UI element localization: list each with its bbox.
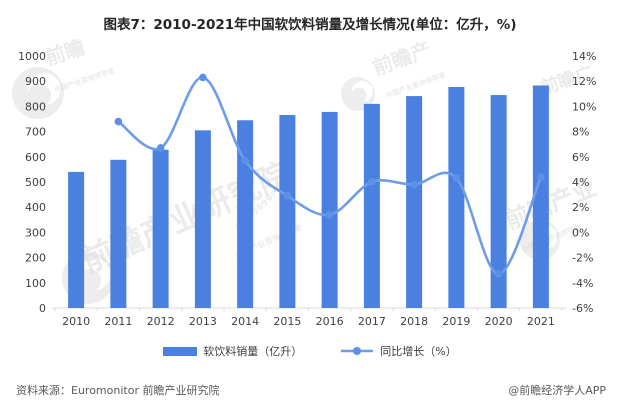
bar-2017 bbox=[363, 103, 380, 308]
x-axis-category-label: 2011 bbox=[104, 315, 132, 328]
x-axis-category-label: 2021 bbox=[527, 315, 555, 328]
right-axis-tick-label: -4% bbox=[572, 277, 593, 290]
growth-line-marker bbox=[452, 174, 461, 183]
left-axis-tick-label: 200 bbox=[25, 252, 46, 265]
right-axis-tick-label: 4% bbox=[572, 176, 589, 189]
right-axis-tick-label: 14% bbox=[572, 50, 596, 63]
growth-line-marker bbox=[156, 144, 165, 152]
x-axis-category-label: 2019 bbox=[442, 315, 470, 328]
brand-note: @前瞻经济学人APP bbox=[508, 384, 606, 397]
bar-2018 bbox=[406, 96, 423, 309]
legend-item-growth: 同比增长（%） bbox=[340, 343, 457, 359]
right-axis-tick-label: 10% bbox=[572, 100, 596, 113]
growth-line-marker bbox=[410, 180, 418, 189]
left-axis-tick-label: 300 bbox=[25, 226, 46, 239]
bar-2021 bbox=[532, 85, 549, 308]
data-source-note: 资料来源：Euromonitor 前瞻产业研究院 bbox=[16, 384, 220, 397]
left-axis-tick-label: 900 bbox=[25, 75, 46, 88]
left-axis-tick-label: 0 bbox=[39, 302, 46, 315]
growth-line-marker bbox=[368, 178, 376, 186]
x-axis-category-label: 2018 bbox=[400, 315, 428, 328]
bar-2015 bbox=[279, 114, 296, 308]
left-axis-tick-label: 600 bbox=[25, 151, 46, 164]
x-axis-category-label: 2012 bbox=[147, 315, 175, 328]
left-axis-tick-label: 800 bbox=[25, 100, 46, 113]
growth-line-marker bbox=[325, 210, 334, 219]
bar-2013 bbox=[194, 130, 211, 308]
left-axis-tick-label: 700 bbox=[25, 126, 46, 139]
x-axis-category-label: 2013 bbox=[189, 315, 217, 328]
bar-2019 bbox=[448, 86, 465, 308]
right-axis-tick-label: 8% bbox=[572, 126, 589, 139]
legend-label-growth: 同比增长（%） bbox=[380, 345, 457, 358]
x-axis-category-label: 2020 bbox=[485, 315, 513, 328]
bar-2016 bbox=[321, 111, 338, 308]
legend-label-sales: 软饮料销量（亿升） bbox=[203, 345, 303, 358]
right-axis-tick-label: 6% bbox=[572, 151, 589, 164]
x-axis-category-label: 2015 bbox=[273, 315, 301, 328]
x-axis-category-label: 2014 bbox=[231, 315, 259, 328]
line-series-swatch bbox=[341, 347, 374, 355]
bar-2012 bbox=[152, 149, 169, 308]
left-axis-tick-label: 400 bbox=[25, 201, 46, 214]
growth-line-marker bbox=[199, 73, 207, 82]
right-axis-tick-label: -6% bbox=[572, 302, 593, 315]
right-axis-tick-label: 0% bbox=[572, 226, 589, 239]
right-axis-tick-label: 2% bbox=[572, 201, 589, 214]
legend-item-sales: 软饮料销量（亿升） bbox=[163, 343, 302, 359]
growth-line-marker bbox=[494, 270, 503, 278]
bar-2010 bbox=[68, 171, 85, 308]
x-axis-category-label: 2010 bbox=[62, 315, 90, 328]
x-axis-category-label: 2017 bbox=[358, 315, 386, 328]
x-axis-category-label: 2016 bbox=[316, 315, 344, 328]
right-axis-tick-label: -2% bbox=[572, 252, 593, 265]
growth-line-marker bbox=[241, 156, 249, 165]
growth-line-marker bbox=[114, 117, 123, 126]
left-axis-tick-label: 500 bbox=[25, 176, 46, 189]
growth-line-marker bbox=[283, 192, 292, 200]
legend-line-dot bbox=[353, 347, 362, 355]
bar-2020 bbox=[490, 95, 507, 308]
growth-line-marker bbox=[537, 173, 545, 181]
chart-legend: 软饮料销量（亿升） 同比增长（%） bbox=[0, 343, 620, 359]
right-axis-tick-label: 12% bbox=[572, 75, 596, 88]
bar-series-swatch bbox=[163, 346, 198, 356]
left-axis-tick-label: 1000 bbox=[18, 50, 46, 63]
chart-area: 1000 900 800 700 600 500 400 300 200 100 0 14% 12% 10… bbox=[0, 42, 620, 334]
left-axis-tick-label: 100 bbox=[25, 277, 46, 290]
bar-2011 bbox=[110, 159, 127, 308]
chart-title: 图表7：2010-2021年中国软饮料销量及增长情况(单位：亿升，%) bbox=[103, 17, 517, 33]
chart-svg: 1000900800700600500400300200100014%12%10… bbox=[18, 50, 596, 328]
